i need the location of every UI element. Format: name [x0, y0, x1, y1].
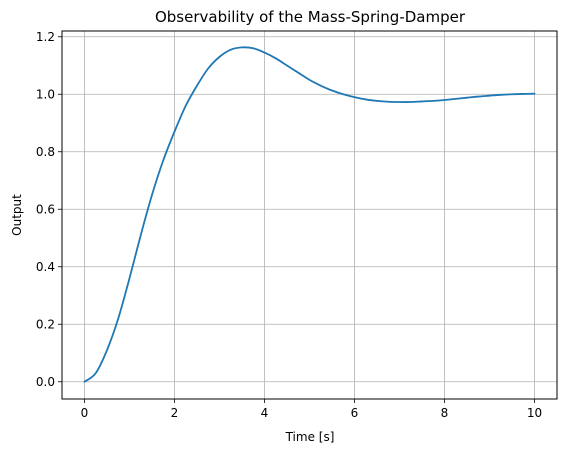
y-tick-label: 0.8 — [36, 145, 55, 159]
plot-frame — [61, 30, 558, 400]
x-tick-label: 8 — [441, 406, 449, 420]
ticks: 0 2 4 6 8 10 0.0 0.2 0.4 0.6 0.8 1.0 1.2 — [36, 30, 542, 420]
grid — [62, 31, 557, 399]
y-tick-label: 1.2 — [36, 30, 55, 44]
y-axis-label: Output — [10, 194, 24, 236]
series-line — [83, 46, 536, 383]
chart-title: Observability of the Mass-Spring-Damper — [155, 8, 466, 26]
y-tick-label: 0.6 — [36, 202, 55, 216]
x-tick-label: 2 — [171, 406, 179, 420]
x-tick-label: 6 — [351, 406, 359, 420]
series-layer — [83, 46, 536, 383]
x-tick-label: 4 — [261, 406, 269, 420]
y-tick-label: 1.0 — [36, 87, 55, 101]
y-tick-label: 0.0 — [36, 375, 55, 389]
x-tick-label: 10 — [527, 406, 542, 420]
y-tick-label: 0.4 — [36, 260, 55, 274]
x-axis-label: Time [s] — [285, 430, 335, 444]
y-tick-label: 0.2 — [36, 317, 55, 331]
x-tick-label: 0 — [81, 406, 89, 420]
